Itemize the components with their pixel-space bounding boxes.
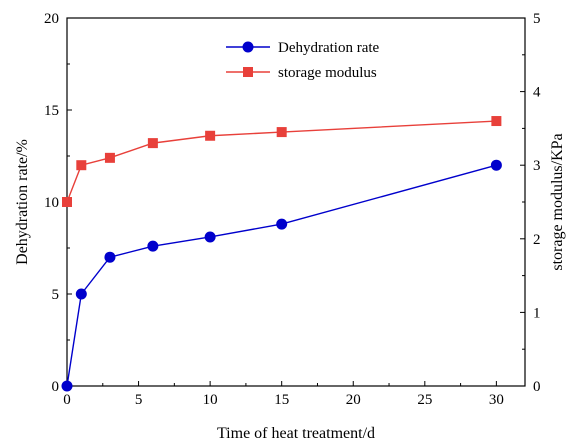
left-y-tick-label-2: 10 bbox=[44, 195, 59, 211]
right-y-tick-label-4: 4 bbox=[533, 85, 541, 101]
left-y-tick-label-1: 5 bbox=[52, 287, 60, 303]
left-y-tick-label-0: 0 bbox=[52, 379, 60, 395]
left-y-tick-label-4: 20 bbox=[44, 11, 59, 27]
right-y-tick-label-0: 0 bbox=[533, 379, 541, 395]
left-y-tick-label-3: 15 bbox=[44, 103, 59, 119]
series-0-point-1 bbox=[75, 288, 87, 300]
legend-label-dehydration: Dehydration rate bbox=[278, 40, 380, 56]
legend-marker-square bbox=[243, 67, 253, 77]
x-tick-label-6: 30 bbox=[489, 392, 504, 408]
series-1-point-2 bbox=[104, 152, 115, 163]
series-1-point-6 bbox=[491, 116, 502, 127]
x-tick-label-4: 20 bbox=[346, 392, 361, 408]
series-0-point-3 bbox=[147, 240, 159, 252]
x-tick-label-5: 25 bbox=[417, 392, 432, 408]
series-1-point-3 bbox=[147, 138, 158, 149]
x-tick-label-2: 10 bbox=[203, 392, 218, 408]
series-0-point-0 bbox=[61, 380, 73, 392]
legend-marker-circle bbox=[242, 41, 254, 53]
x-tick-label-1: 5 bbox=[135, 392, 143, 408]
x-axis-title: Time of heat treatment/d bbox=[217, 425, 375, 442]
series-1-point-4 bbox=[205, 130, 216, 141]
series-layer bbox=[61, 116, 502, 392]
right-y-tick-label-2: 2 bbox=[533, 232, 541, 248]
series-0-point-2 bbox=[104, 251, 116, 263]
right-y-axis-ticks: 0 1 2 3 4 5 bbox=[520, 11, 541, 395]
series-1-point-5 bbox=[276, 127, 287, 138]
x-tick-label-0: 0 bbox=[63, 392, 71, 408]
legend-label-storage: storage modulus bbox=[278, 65, 377, 81]
right-y-axis-title: storage modulus/KPa bbox=[549, 133, 566, 270]
series-line-0 bbox=[66, 164, 497, 387]
series-0-point-4 bbox=[204, 231, 216, 243]
series-0-point-5 bbox=[276, 218, 288, 230]
right-y-tick-label-3: 3 bbox=[533, 158, 541, 174]
right-y-tick-label-1: 1 bbox=[533, 305, 541, 321]
series-1-point-0 bbox=[62, 197, 72, 207]
left-y-axis-title: Dehydration rate/% bbox=[14, 139, 31, 265]
x-axis-ticks: 0 5 10 15 20 25 30 bbox=[63, 381, 504, 408]
right-y-tick-label-5: 5 bbox=[533, 11, 541, 27]
x-tick-label-3: 15 bbox=[274, 392, 289, 408]
left-y-axis-ticks: 0 5 10 15 20 bbox=[44, 11, 72, 395]
legend: Dehydration rate storage modulus bbox=[226, 40, 380, 81]
series-1-point-1 bbox=[76, 160, 87, 171]
series-0-point-6 bbox=[490, 159, 502, 171]
